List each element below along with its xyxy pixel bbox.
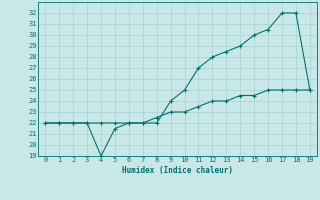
X-axis label: Humidex (Indice chaleur): Humidex (Indice chaleur) — [122, 166, 233, 175]
